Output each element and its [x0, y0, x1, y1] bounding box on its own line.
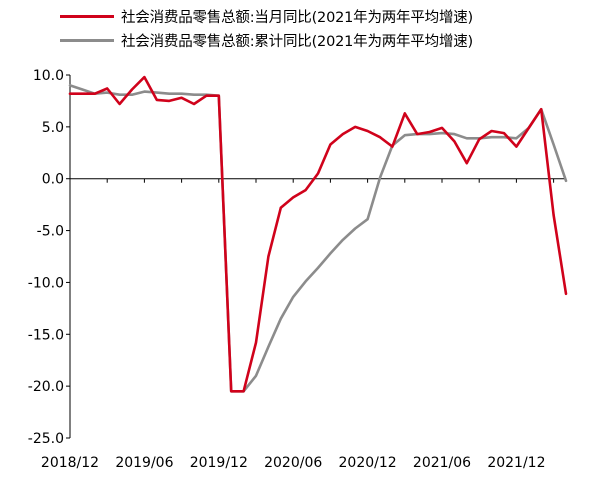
y-tick-label: -15.0 — [28, 327, 64, 343]
y-tick-label: 10.0 — [33, 68, 64, 84]
y-tick-label: 0.0 — [42, 172, 64, 188]
x-tick-label: 2020/06 — [264, 455, 322, 471]
x-tick-label: 2019/12 — [190, 455, 248, 471]
legend-item-cumulative: 社会消费品零售总额:累计同比(2021年为两年平均增速) — [60, 28, 590, 52]
legend-swatch-cumulative — [60, 38, 114, 42]
y-tick-label: -20.0 — [28, 379, 64, 395]
x-tick-label: 2019/06 — [115, 455, 173, 471]
series-layer — [68, 75, 568, 393]
x-tick-label: 2021/12 — [487, 455, 545, 471]
x-tick-label: 2020/12 — [339, 455, 397, 471]
legend-label-cumulative: 社会消费品零售总额:累计同比(2021年为两年平均增速) — [121, 33, 473, 50]
y-tick-label: -5.0 — [37, 224, 64, 240]
y-tick-label: -10.0 — [28, 275, 64, 291]
legend-item-monthly: 社会消费品零售总额:当月同比(2021年为两年平均增速) — [60, 4, 590, 28]
legend-label-monthly: 社会消费品零售总额:当月同比(2021年为两年平均增速) — [121, 9, 473, 26]
series-line-monthly — [68, 75, 568, 393]
x-axis: 2018/12 2019/06 2019/12 2020/06 2020/12 2021/… — [41, 178, 566, 471]
y-tick-label: -25.0 — [28, 431, 64, 447]
y-tick-label: 5.0 — [42, 120, 64, 136]
x-tick-label: 2021/06 — [413, 455, 471, 471]
x-tick-label: 2018/12 — [41, 455, 99, 471]
legend-swatch-monthly — [60, 14, 114, 18]
y-axis: 10.0 5.0 0.0 -5.0 -10.0 -15.0 -20.0 -25.0 — [28, 68, 71, 447]
legend: 社会消费品零售总额:当月同比(2021年为两年平均增速) 社会消费品零售总额:累… — [60, 4, 590, 52]
